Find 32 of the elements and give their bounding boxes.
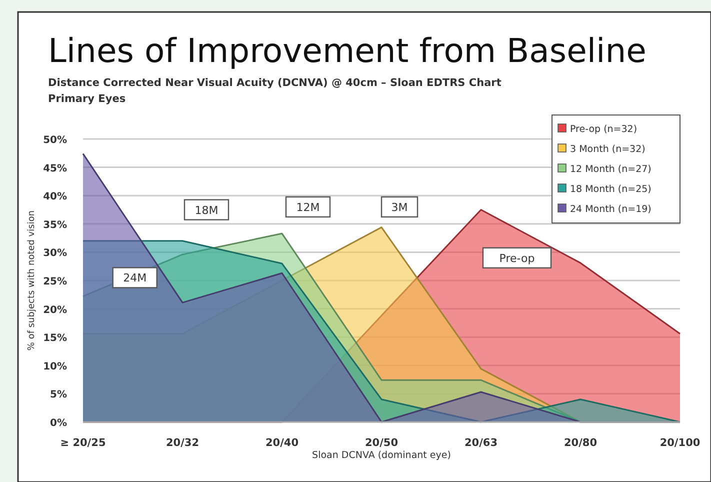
x-tick-label: 20/32 (166, 437, 200, 449)
y-tick-label: 30% (43, 248, 67, 260)
legend-label: 3 Month (n=32) (570, 144, 646, 155)
y-tick-label: 45% (43, 163, 67, 174)
legend-label: 18 Month (n=25) (570, 184, 652, 195)
y-tick-label: 40% (43, 192, 67, 203)
x-tick-label: 20/100 (660, 437, 700, 449)
y-tick-label: 50% (43, 135, 67, 146)
legend-label: Pre-op (n=32) (570, 124, 638, 135)
y-tick-label: 20% (43, 304, 67, 316)
legend-label: 24 Month (n=19) (570, 204, 652, 215)
y-tick-label: 5% (50, 390, 67, 401)
chart-title: Lines of Improvement from Baseline (48, 31, 646, 70)
x-tick-label: 20/50 (364, 437, 398, 449)
chart-subtitle: Distance Corrected Near Visual Acuity (DCNVA) @ 40cm – Sloan EDTRS Chart Primary Eyes (48, 77, 502, 105)
y-tick-label: 35% (43, 220, 67, 231)
annotation: 24M (123, 272, 147, 285)
x-axis-title: Sloan DCNVA (dominant eye) (312, 450, 451, 461)
x-tick-label: ≥ 20/25 (60, 437, 106, 449)
annotation: Pre-op (499, 252, 535, 265)
annotation: 12M (296, 200, 320, 214)
y-tick-label: 10% (43, 361, 67, 372)
annotation: 18M (194, 204, 218, 217)
y-axis-title: % of subjects with noted vision (27, 210, 37, 351)
y-tick-label: 15% (43, 333, 67, 344)
x-tick-label: 20/40 (265, 437, 299, 449)
x-tick-label: 20/80 (564, 437, 598, 449)
legend-label: 12 Month (n=27) (570, 164, 652, 175)
y-tick-label: 0% (50, 418, 67, 429)
annotation: 3M (391, 200, 408, 214)
y-tick-label: 25% (43, 276, 67, 288)
x-tick-label: 20/63 (464, 437, 498, 449)
